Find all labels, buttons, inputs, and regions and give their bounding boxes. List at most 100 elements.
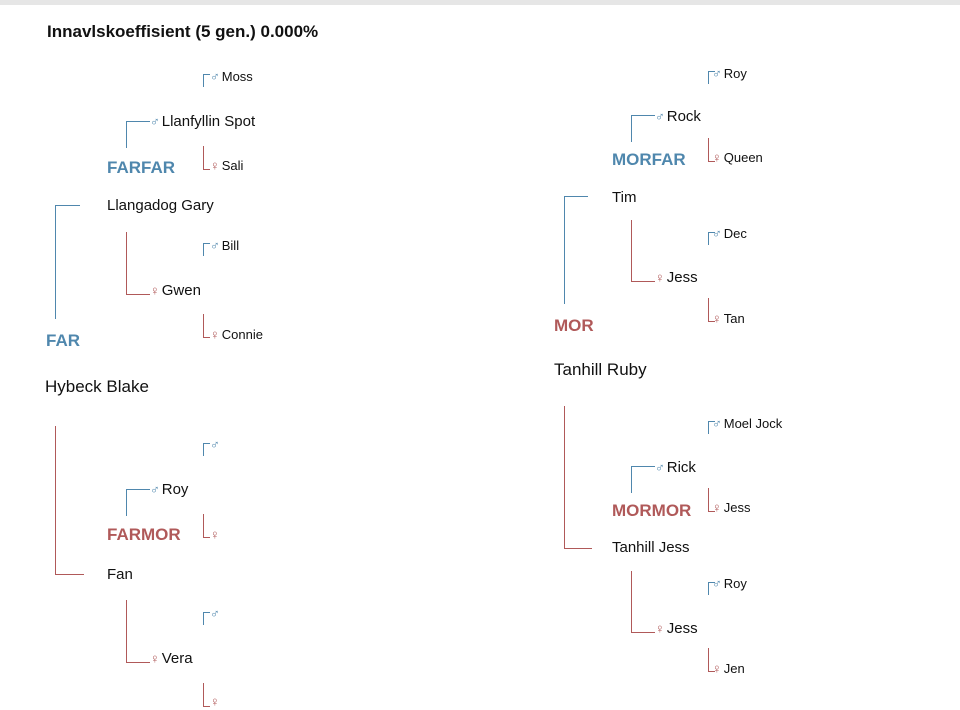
title-label: Innavlskoeffisient (5 gen.) <box>47 22 256 41</box>
male-icon: ♂ <box>712 226 722 241</box>
morfar-father-line <box>631 115 632 142</box>
dam-sire-name[interactable]: Hybeck Blake <box>45 377 149 396</box>
morfar-name[interactable]: Tim <box>612 189 637 206</box>
female-icon: ♀ <box>210 694 220 709</box>
farmor-mother[interactable]: ♀ Vera <box>150 650 193 667</box>
connector-line <box>708 582 709 595</box>
far-mother-line <box>55 426 56 574</box>
morfar-father-tick <box>631 115 655 116</box>
mormor-name[interactable]: Tanhill Jess <box>612 539 690 556</box>
far-father-line <box>55 205 56 319</box>
farfar-father-tick <box>126 121 150 122</box>
morfar-mother-line <box>631 220 632 281</box>
female-icon: ♀ <box>210 527 220 542</box>
connector-line <box>203 337 210 338</box>
farmor-father[interactable]: ♂ Roy <box>150 481 189 498</box>
female-icon: ♀ <box>210 158 220 173</box>
role-farfar: FARFAR <box>107 158 175 177</box>
role-morfar: MORFAR <box>612 150 686 169</box>
connector-line <box>708 648 709 672</box>
female-icon: ♀ <box>655 270 665 285</box>
far-mother-line-tick <box>55 574 84 575</box>
connector-line <box>708 321 715 322</box>
ancestor-bill[interactable]: ♂ Bill <box>210 238 240 253</box>
male-icon: ♂ <box>712 416 722 431</box>
connector-line <box>708 232 715 233</box>
morfar-mother[interactable]: ♀ Jess <box>655 269 698 286</box>
mor-father-line <box>564 196 565 304</box>
connector-line <box>203 243 210 244</box>
male-icon: ♂ <box>150 114 160 129</box>
female-icon: ♀ <box>150 283 160 298</box>
ancestor-roy[interactable]: ♂ Roy <box>712 576 747 591</box>
connector-line <box>203 612 210 613</box>
connector-line <box>203 146 204 170</box>
connector-line <box>708 71 715 72</box>
connector-line <box>203 243 204 256</box>
female-icon: ♀ <box>655 621 665 636</box>
far-father-line-tick <box>55 205 80 206</box>
farmor-mother-line <box>126 600 127 662</box>
connector-line <box>708 138 709 162</box>
ancestor-jess[interactable]: ♀ Jess <box>712 500 751 515</box>
mormor-father[interactable]: ♂ Rick <box>655 459 696 476</box>
ancestor-unknown[interactable]: ♂ <box>210 606 222 621</box>
farfar-mother[interactable]: ♀ Gwen <box>150 282 201 299</box>
ancestor-sali[interactable]: ♀ Sali <box>210 158 244 173</box>
farmor-mother-tick <box>126 662 150 663</box>
connector-line <box>708 671 715 672</box>
role-mormor: MORMOR <box>612 501 692 520</box>
female-icon: ♀ <box>712 661 722 676</box>
connector-line <box>203 74 210 75</box>
mor-mother-tick <box>564 548 592 549</box>
connector-line <box>203 169 210 170</box>
connector-line <box>203 706 210 707</box>
connector-line <box>708 298 709 322</box>
connector-line <box>203 443 204 456</box>
ancestor-connie[interactable]: ♀ Connie <box>210 327 263 342</box>
ancestor-moel-jock[interactable]: ♂ Moel Jock <box>712 416 783 431</box>
ancestor-tan[interactable]: ♀ Tan <box>712 311 745 326</box>
connector-line <box>708 421 709 434</box>
inbreeding-coefficient: 0.000% <box>260 22 319 41</box>
female-icon: ♀ <box>712 150 722 165</box>
connector-line <box>203 443 210 444</box>
ancestor-unknown[interactable]: ♂ <box>210 437 222 452</box>
connector-line <box>203 514 204 538</box>
mormor-father-tick <box>631 466 655 467</box>
connector-line <box>708 582 715 583</box>
ancestor-moss[interactable]: ♂ Moss <box>210 69 253 84</box>
female-icon: ♀ <box>712 311 722 326</box>
ancestor-queen[interactable]: ♀ Queen <box>712 150 763 165</box>
connector-line <box>203 74 204 87</box>
connector-line <box>708 488 709 512</box>
connector-line <box>708 161 715 162</box>
farfar-name[interactable]: Llangadog Gary <box>107 197 214 214</box>
dam-name[interactable]: Tanhill Ruby <box>554 360 647 379</box>
ancestor-jen[interactable]: ♀ Jen <box>712 661 745 676</box>
farfar-father-line <box>126 121 127 148</box>
top-border <box>0 0 960 5</box>
farmor-name[interactable]: Fan <box>107 566 133 583</box>
male-icon: ♂ <box>210 238 220 253</box>
male-icon: ♂ <box>210 437 220 452</box>
connector-line <box>708 511 715 512</box>
ancestor-unknown[interactable]: ♀ <box>210 527 222 542</box>
mormor-mother[interactable]: ♀ Jess <box>655 620 698 637</box>
connector-line <box>203 537 210 538</box>
farfar-father[interactable]: ♂ Llanfyllin Spot <box>150 113 256 130</box>
farmor-father-line <box>126 489 127 516</box>
connector-line <box>203 683 204 707</box>
male-icon: ♂ <box>712 576 722 591</box>
ancestor-dec[interactable]: ♂ Dec <box>712 226 747 241</box>
ancestor-roy[interactable]: ♂ Roy <box>712 66 747 81</box>
role-far: FAR <box>46 331 80 350</box>
farfar-mother-tick <box>126 294 150 295</box>
connector-line <box>708 71 709 84</box>
male-icon: ♂ <box>655 460 665 475</box>
morfar-father[interactable]: ♂ Rock <box>655 108 701 125</box>
ancestor-unknown[interactable]: ♀ <box>210 694 222 709</box>
male-icon: ♂ <box>210 606 220 621</box>
female-icon: ♀ <box>712 500 722 515</box>
mormor-mother-tick <box>631 632 655 633</box>
